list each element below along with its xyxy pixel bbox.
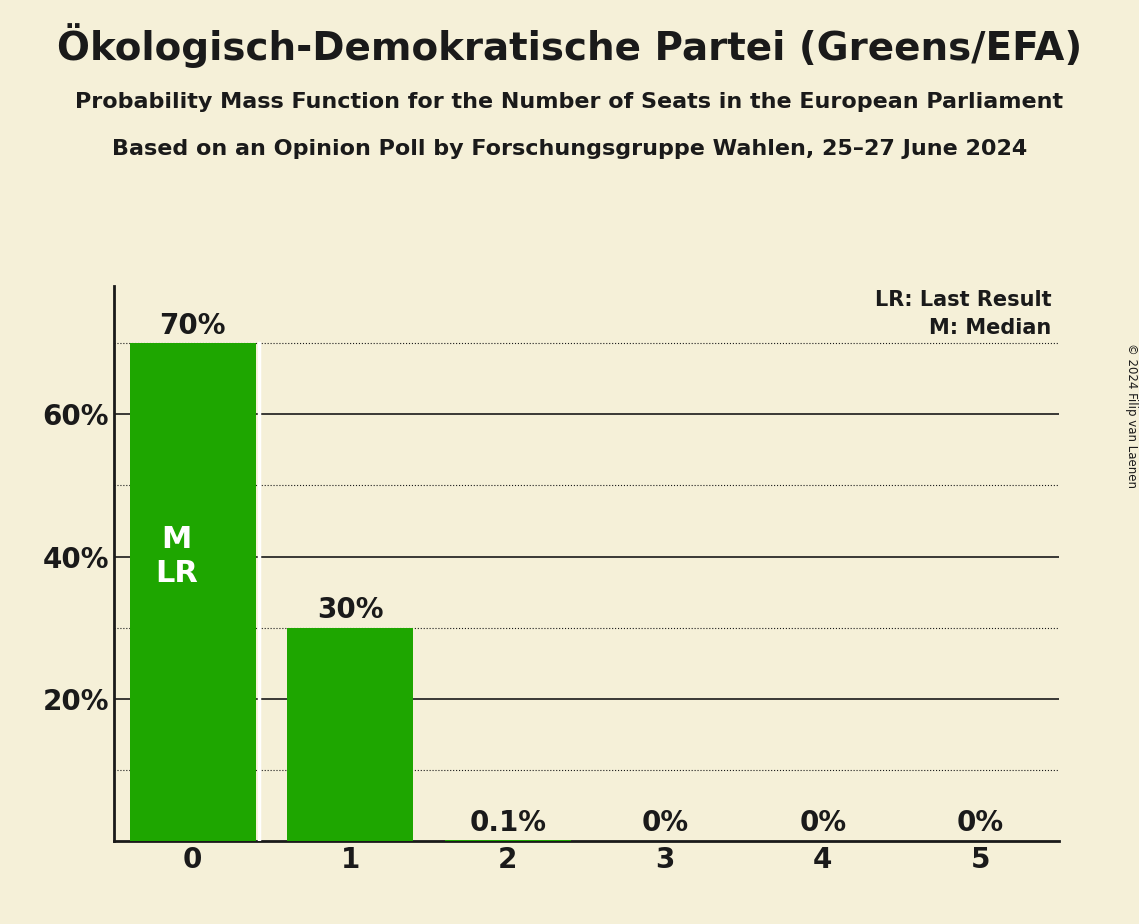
Bar [130,344,256,841]
Text: LR: Last Result: LR: Last Result [875,290,1051,310]
Text: 70%: 70% [159,311,226,340]
Text: 0%: 0% [800,809,846,837]
Text: © 2024 Filip van Laenen: © 2024 Filip van Laenen [1124,344,1138,488]
Text: 0%: 0% [641,809,689,837]
Text: 30%: 30% [317,596,384,624]
Text: 0.1%: 0.1% [469,809,547,837]
Text: Ökologisch-Demokratische Partei (Greens/EFA): Ökologisch-Demokratische Partei (Greens/… [57,23,1082,68]
Text: M: Median: M: Median [929,319,1051,338]
Text: 0%: 0% [957,809,1005,837]
Text: M
LR: M LR [156,525,198,588]
Text: Based on an Opinion Poll by Forschungsgruppe Wahlen, 25–27 June 2024: Based on an Opinion Poll by Forschungsgr… [112,139,1027,159]
Text: Probability Mass Function for the Number of Seats in the European Parliament: Probability Mass Function for the Number… [75,92,1064,113]
Bar [287,627,413,841]
